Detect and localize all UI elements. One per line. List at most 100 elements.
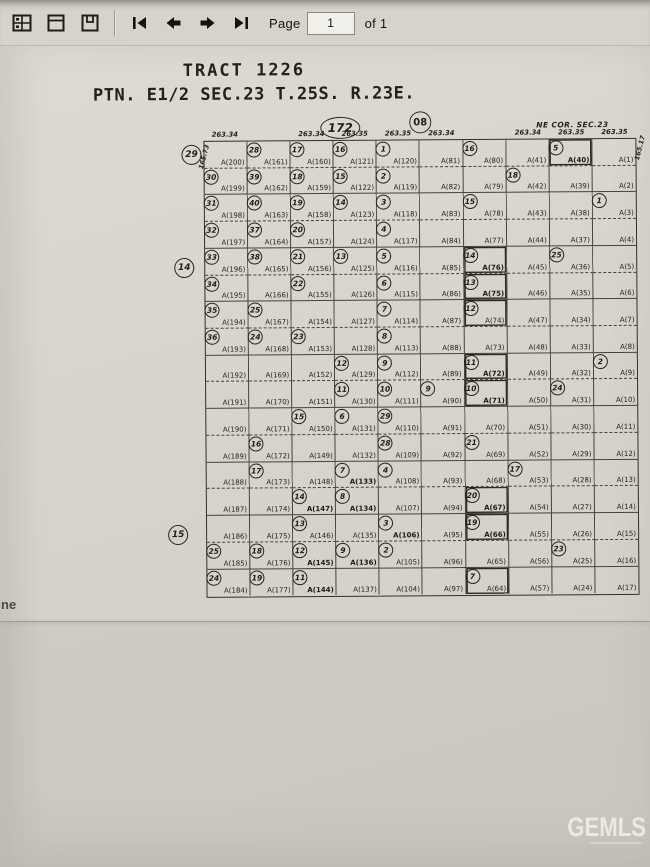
toolbar-divider <box>114 10 115 36</box>
lot-label: A(36) <box>570 262 591 271</box>
lot-label: A(76) <box>482 263 504 272</box>
lot-label: A(49) <box>528 369 548 379</box>
lot-label: A(150) <box>309 424 333 434</box>
lot-label: A(68) <box>486 477 506 486</box>
lot-cell: A(55) <box>508 513 552 541</box>
lot-label: A(53) <box>529 476 549 485</box>
lot-label: A(96) <box>443 557 463 566</box>
lot-cell: A(10) <box>593 379 638 407</box>
lot-label: A(17) <box>617 584 637 593</box>
lot-cell: A(192) <box>205 355 250 383</box>
prev-page-button[interactable] <box>159 10 187 36</box>
lot-cell: A(28) <box>551 459 595 487</box>
lot-cell: A(33) <box>550 326 594 354</box>
lot-label: A(90) <box>442 397 462 406</box>
lot-cell: 37 A(164) <box>247 221 292 249</box>
page-view-button[interactable] <box>42 10 70 36</box>
lot-circle-number: 14 <box>333 195 349 211</box>
lot-label: A(48) <box>528 343 548 352</box>
lot-cell: 17 A(53) <box>507 460 552 488</box>
lot-label: A(114) <box>394 317 419 326</box>
last-page-button[interactable] <box>227 10 255 36</box>
lot-cell: A(87) <box>420 300 465 328</box>
lot-label: A(67) <box>484 503 506 512</box>
lot-circle-number: 11 <box>334 382 350 398</box>
lot-circle-number: 20 <box>290 222 306 238</box>
lot-label: A(110) <box>395 424 419 433</box>
lot-cell: A(17) <box>595 566 638 593</box>
lot-circle-number: 6 <box>376 275 392 291</box>
lot-circle-number: 36 <box>204 329 220 345</box>
lot-circle-number: 23 <box>290 329 306 345</box>
fit-page-button[interactable] <box>76 10 104 36</box>
lot-cell: 15 A(150) <box>291 408 336 436</box>
lot-cell: 14 A(123) <box>333 194 378 222</box>
lot-cell: A(29) <box>551 433 595 461</box>
grid-view-button[interactable] <box>8 10 36 36</box>
lot-circle-number: 19 <box>464 514 480 531</box>
lot-cell: 14 A(76) <box>462 246 507 274</box>
lot-cell: A(46) <box>506 273 551 301</box>
lot-circle-number: 30 <box>203 169 219 185</box>
lot-label: A(42) <box>527 182 547 192</box>
lot-cell: A(85) <box>420 246 464 274</box>
lot-label: A(135) <box>352 531 377 540</box>
next-page-button[interactable] <box>193 10 221 36</box>
lot-label: A(95) <box>443 530 463 539</box>
lot-label: A(153) <box>308 344 333 353</box>
dimension-label: 263.35 <box>558 128 585 137</box>
lot-cell: A(34) <box>550 299 594 327</box>
lot-label: A(107) <box>395 504 420 513</box>
lot-circle-number: 25 <box>548 247 565 263</box>
lot-cell: A(52) <box>508 433 552 461</box>
lot-cell: A(5) <box>593 245 637 273</box>
lot-cell: 17 A(173) <box>248 461 293 489</box>
first-page-button[interactable] <box>125 10 153 36</box>
lot-cell: 25 A(185) <box>206 542 251 570</box>
lot-cell: 9 A(90) <box>420 380 465 408</box>
lot-cell: 6 A(131) <box>334 407 379 435</box>
outside-block-circle: 15 <box>168 524 189 546</box>
lot-circle-number: 12 <box>334 355 350 371</box>
lot-label: A(152) <box>308 371 333 380</box>
lot-label: A(172) <box>266 451 290 461</box>
lot-grid: A(200) 28 A(161) 17 A(160) 16 A(121) 1 A(120) A(8… <box>203 137 640 598</box>
lot-cell: 18 A(159) <box>289 167 335 195</box>
lot-circle-number: 14 <box>462 247 478 263</box>
lot-cell: A(4) <box>592 218 637 247</box>
lot-circle-number: 34 <box>204 276 220 292</box>
lot-cell: 19 A(66) <box>464 513 509 541</box>
lot-cell: 30 A(199) <box>203 168 248 196</box>
lot-cell: 16 A(121) <box>332 140 377 168</box>
lot-label: A(112) <box>394 370 419 379</box>
lot-label: A(106) <box>393 531 420 540</box>
lot-label: A(46) <box>528 289 548 298</box>
lot-cell: 13 A(146) <box>292 514 337 543</box>
lot-label: A(86) <box>441 290 462 299</box>
lot-label: A(97) <box>443 585 464 594</box>
lot-circle-number: 8 <box>335 489 351 505</box>
lot-label: A(168) <box>265 345 290 354</box>
lot-cell: 20 A(67) <box>464 487 509 515</box>
lot-label: A(167) <box>265 318 289 327</box>
lot-label: A(105) <box>396 557 420 567</box>
lot-cell: 17 A(160) <box>289 140 334 168</box>
lot-cell: 13 A(75) <box>462 273 508 301</box>
lot-circle-number: 28 <box>246 142 262 158</box>
lot-cell: 1 A(3) <box>591 192 636 220</box>
lot-cell: A(49) <box>507 353 551 381</box>
page-number-input[interactable] <box>306 11 355 35</box>
lot-cell: A(50) <box>507 379 552 407</box>
lot-cell: A(54) <box>508 486 552 514</box>
lot-cell: A(149) <box>292 434 336 462</box>
lot-label: A(163) <box>264 211 289 220</box>
lot-cell: 21 A(156) <box>290 247 335 275</box>
lot-circle-number: 10 <box>377 381 393 398</box>
lot-cell: A(68) <box>465 460 509 488</box>
lot-cell: 19 A(158) <box>289 194 335 222</box>
lot-label: A(134) <box>349 504 377 513</box>
lot-cell: A(45) <box>506 246 551 274</box>
lot-circle-number: 10 <box>463 381 479 397</box>
lot-circle-number: 19 <box>289 195 306 211</box>
lot-label: A(175) <box>266 532 291 541</box>
